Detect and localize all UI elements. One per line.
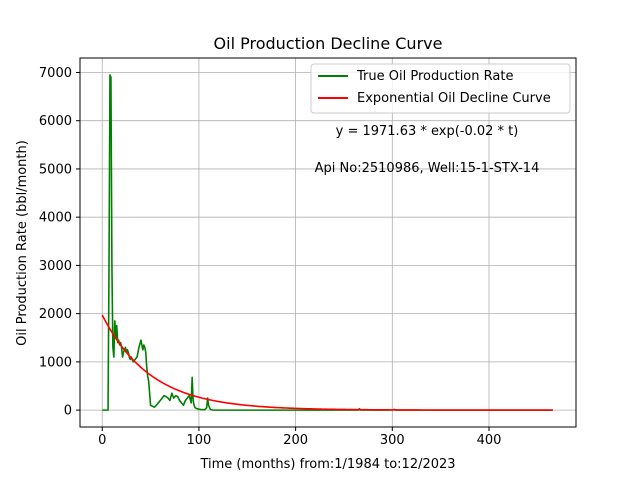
legend-label-exponential-curve: Exponential Oil Decline Curve [357,91,551,106]
plot-frame [79,57,577,428]
equation-annotation: y = 1971.63 * exp(-0.02 * t) [336,124,519,139]
x-tick-label: 100 [187,433,212,448]
axis-ticks: 0 100 200 300 400010002000300040005000600070… [39,66,501,448]
x-tick-label: 0 [98,433,106,448]
legend-box [310,63,571,114]
y-tick-label: 3000 [39,259,72,274]
x-axis-label: Time (months) from:1/1984 to:12/2023 [199,457,455,472]
y-tick-label: 2000 [39,307,72,322]
legend: True Oil Production Rate Exponential Oil… [310,63,571,114]
y-tick-label: 5000 [39,162,72,177]
y-tick-label: 1000 [39,355,72,370]
x-tick-label: 200 [283,433,308,448]
x-tick-label: 400 [477,433,502,448]
legend-label-true-rate: True Oil Production Rate [356,69,513,84]
x-tick-label: 300 [380,433,405,448]
series-exponential-oil-decline-curve [101,314,553,411]
series-layer [101,74,553,411]
y-axis-label: Oil Production Rate (bbl/month) [15,140,30,346]
y-tick-label: 7000 [39,66,72,81]
y-tick-label: 4000 [39,211,72,226]
series-true-oil-production-rate [102,74,553,411]
well-annotation: Api No:2510986, Well:15-1-STX-14 [315,161,540,176]
chart-title: Oil Production Decline Curve [214,34,443,53]
grid-lines [80,58,576,427]
y-tick-label: 0 [64,404,72,419]
y-tick-label: 6000 [39,114,72,129]
